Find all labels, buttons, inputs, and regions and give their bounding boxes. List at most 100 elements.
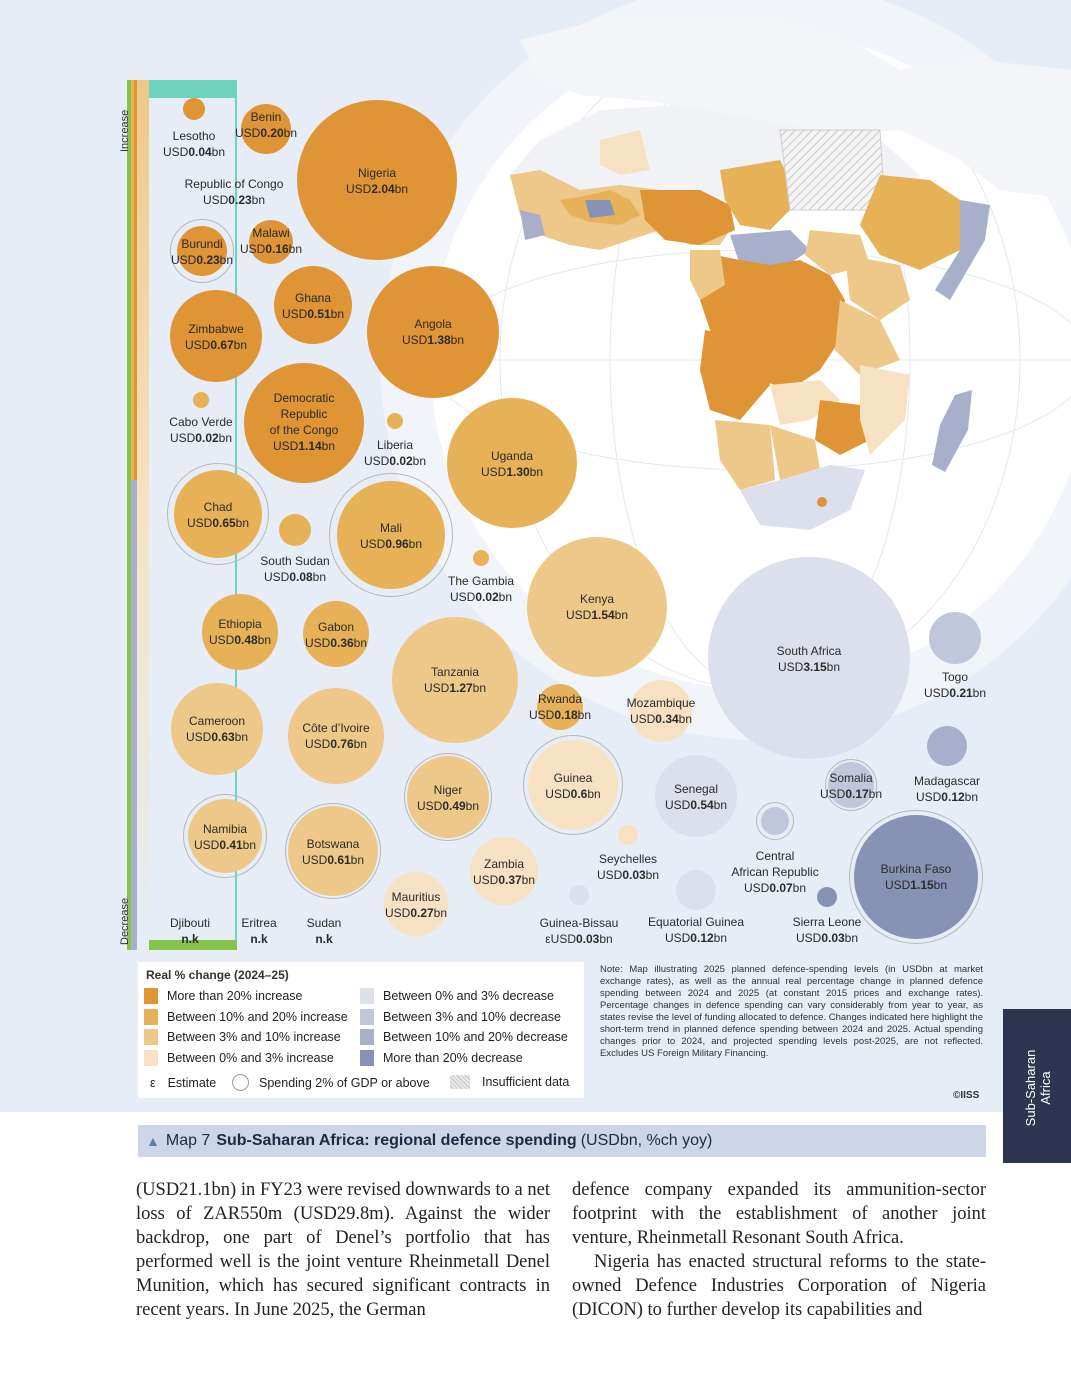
body-paragraph: (USD21.1bn) in FY23 were revised downwar… (136, 1180, 550, 1320)
rwanda-bubble (537, 684, 583, 730)
legend-swatch (360, 1008, 374, 1025)
legend-label: Between 0% and 3% increase (167, 1050, 334, 1065)
spending-value: USD0.37bn (472, 873, 536, 887)
equatorial-guinea-bubble (676, 870, 716, 910)
legend-item-between-0-and-3-increase: Between 0% and 3% increase (144, 1049, 334, 1066)
sierra-leone-label: Sierra Leone USD0.03bn (793, 914, 862, 946)
legend-label: Between 3% and 10% decrease (383, 1009, 561, 1024)
caption-triangle-icon: ▲ (146, 1133, 160, 1149)
car-region (730, 230, 810, 270)
legend-estimate: ε Estimate (150, 1076, 216, 1090)
spending-value: εUSD0.03bn (545, 932, 613, 946)
lesotho-bubble (183, 98, 205, 120)
kenya-label: Kenya USD1.54bn (566, 591, 628, 623)
botswana-bubble (288, 806, 378, 896)
namibia-region (715, 420, 775, 490)
malawi-label: Malawi USD0.16bn (240, 225, 302, 257)
ethiopia-region (860, 175, 975, 270)
lesotho-region (817, 497, 827, 507)
country-name: Seychelles (598, 852, 658, 866)
guinea-gdp-ring (523, 735, 623, 835)
madagascar-label: Madagascar USD0.12bn (914, 773, 980, 805)
country-name: Burundi (181, 237, 223, 251)
country-name: Mali (379, 521, 402, 535)
angola-label: Angola USD1.38bn (402, 316, 464, 348)
namibia-bubble (188, 799, 262, 873)
spending-value: USD3.15bn (777, 660, 841, 674)
country-name: Sierra Leone (792, 915, 862, 929)
zambia-region (770, 380, 840, 425)
country-name: Somalia (829, 771, 873, 785)
burkina-faso-region (585, 200, 615, 218)
ethiopia-bubble (202, 594, 278, 670)
legend-item-more-than-20-decrease: More than 20% decrease (360, 1049, 523, 1066)
spending-value: USD0.20bn (234, 126, 298, 140)
country-name: Republic of Congo (184, 177, 284, 191)
country-name: Madagascar (913, 774, 981, 788)
benin-bubble (241, 104, 291, 154)
country-name: South Africa (776, 644, 842, 658)
mali-label: Mali USD0.96bn (360, 520, 422, 552)
senegal-bubble (655, 755, 737, 837)
spending-value: USD0.51bn (281, 307, 345, 321)
cote-d-ivoire-label: Côte d’Ivoire USD0.76bn (302, 720, 369, 752)
south-sudan-bubble (279, 514, 311, 546)
legend-item-between-3-and-10-decrease: Between 3% and 10% decrease (360, 1008, 561, 1025)
iiss-credit: ©IISS (953, 1090, 980, 1101)
mauritius-bubble (384, 872, 448, 936)
tanzania-bubble (392, 617, 518, 743)
spending-value: USD0.23bn (170, 253, 234, 267)
burundi-bubble (177, 226, 227, 276)
cameroon-gabon-region (690, 250, 725, 300)
spending-value: USD1.38bn (401, 333, 465, 347)
spending-value: USD0.02bn (363, 454, 427, 468)
mozambique-bubble (630, 680, 692, 742)
spending-value: USD0.21bn (923, 686, 987, 700)
country-name: Liberia (376, 438, 414, 452)
country-name: Gabon (317, 620, 355, 634)
liberia-label: Liberia USD0.02bn (364, 437, 426, 469)
nigeria-label: Nigeria USD2.04bn (346, 165, 408, 197)
country-name: Nigeria (357, 166, 396, 180)
country-name: Guinea-Bissau (539, 916, 619, 930)
spending-value: USD0.36bn (304, 636, 368, 650)
spending-value: USD0.12bn (915, 790, 979, 804)
angola-region (700, 330, 770, 420)
guinea-bissau-bubble (569, 885, 589, 905)
spending-value: n.k (315, 932, 333, 946)
burkina-faso-bubble (854, 815, 978, 939)
spending-value: USD0.41bn (193, 838, 257, 852)
sudan-label: Sudan n.k (307, 915, 342, 947)
body-column-right: defence company expanded its ammunition-… (572, 1178, 986, 1322)
caption-title: Sub-Saharan Africa: regional defence spe… (216, 1132, 577, 1149)
uganda-bubble (447, 398, 577, 528)
country-name: Guinea (553, 771, 593, 785)
spending-value: USD0.65bn (186, 516, 250, 530)
insufficient-label: Insufficient data (482, 1075, 570, 1089)
spending-value: USD0.67bn (184, 338, 248, 352)
body-paragraph: defence company expanded its ammunition-… (572, 1180, 986, 1248)
benin-label: Benin USD0.20bn (235, 109, 297, 141)
country-name: The Gambia (447, 574, 515, 588)
legend-label: More than 20% decrease (383, 1050, 523, 1065)
country-name: Cameroon (188, 714, 246, 728)
country-name: Benin (250, 110, 282, 124)
country-name: Senegal (673, 782, 719, 796)
seychelles-label: Seychelles USD0.03bn (597, 851, 659, 883)
ethiopia-label: Ethiopia USD0.48bn (209, 616, 271, 648)
legend-item-more-than-20-increase: More than 20% increase (144, 988, 303, 1004)
ghana-bubble (274, 266, 352, 344)
gabon-label: Gabon USD0.36bn (305, 619, 367, 651)
chad-region (720, 160, 800, 230)
spending-value: USD1.30bn (480, 465, 544, 479)
burundi-label: Burundi USD0.23bn (171, 236, 233, 268)
south-africa-label: South Africa USD3.15bn (777, 643, 842, 675)
legend-swatch (360, 1029, 374, 1045)
cote-d-ivoire-bubble (288, 688, 384, 784)
cabo-verde-bubble (193, 392, 209, 408)
spending-value: USD0.04bn (162, 145, 226, 159)
zimbabwe-bubble (170, 290, 262, 382)
tanzania-region (835, 300, 900, 375)
guinea-bissau-label: Guinea-Bissau εUSD0.03bn (540, 915, 619, 947)
